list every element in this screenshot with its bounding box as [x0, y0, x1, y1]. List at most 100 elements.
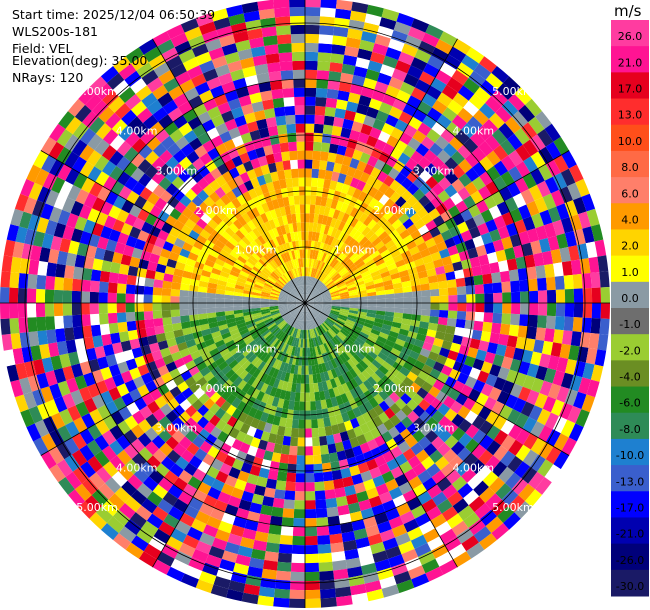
radar-gate-cell — [546, 289, 557, 303]
radar-gate-cell — [374, 240, 385, 251]
radar-gate-cell — [305, 446, 313, 456]
radar-gate-cell — [581, 317, 592, 333]
radar-gate-cell — [216, 567, 233, 581]
radar-gate-cell — [305, 311, 308, 321]
radar-gate-cell — [305, 383, 310, 393]
radar-gate-cell — [216, 315, 226, 322]
radar-gate-cell — [411, 201, 424, 213]
radar-gate-cell — [193, 240, 204, 251]
radar-gate-cell — [251, 356, 260, 366]
radar-gate-cell — [515, 444, 531, 462]
radar-gate-cell — [464, 238, 476, 251]
radar-gate-cell — [190, 350, 202, 360]
radar-gate-cell — [229, 328, 240, 336]
radar-gate-cell — [313, 304, 323, 308]
radar-gate-cell — [53, 222, 67, 238]
radar-gate-cell — [254, 263, 264, 272]
radar-gate-cell — [395, 224, 407, 235]
radar-gate-cell — [425, 404, 438, 417]
radar-gate-cell — [493, 430, 509, 446]
radar-gate-cell — [171, 429, 185, 443]
radar-gate-cell — [8, 303, 19, 319]
radar-gate-cell — [326, 281, 336, 289]
radar-gate-cell — [280, 264, 288, 273]
radar-gate-cell — [296, 303, 305, 306]
radar-gate-cell — [225, 226, 236, 237]
radar-gate-cell — [359, 422, 371, 435]
radar-gate-cell — [414, 542, 432, 557]
radar-gate-cell — [126, 401, 140, 416]
radar-gate-cell — [388, 38, 405, 52]
radar-gate-cell — [0, 271, 11, 288]
radar-gate-cell — [197, 308, 207, 315]
radar-gate-cell — [305, 419, 312, 429]
radar-gate-cell — [71, 449, 88, 467]
range-ring-label: 1.00km — [235, 343, 277, 356]
range-ring-label: 3.00km — [413, 164, 455, 177]
radar-gate-cell — [331, 348, 340, 358]
radar-gate-cell — [140, 129, 155, 145]
radar-gate-cell — [197, 286, 208, 293]
radar-gate-cell — [288, 345, 294, 355]
radar-gate-cell — [340, 393, 349, 404]
radar-gate-cell — [12, 241, 25, 259]
radar-gate-cell — [351, 1, 369, 14]
radar-gate-cell — [367, 350, 378, 360]
radar-gate-cell — [417, 469, 432, 484]
radar-gate-cell — [335, 586, 352, 598]
radar-gate-cell — [420, 315, 430, 323]
radar-gate-cell — [360, 270, 371, 278]
radar-gate-cell — [407, 65, 424, 80]
radar-gate-cell — [311, 319, 316, 329]
radar-gate-cell — [374, 317, 384, 324]
radar-gate-cell — [286, 382, 293, 392]
radar-gate-cell — [317, 382, 324, 392]
radar-gate-cell — [429, 309, 440, 318]
radar-gate-cell — [520, 189, 535, 205]
radar-gate-cell — [363, 215, 373, 227]
radar-gate-cell — [100, 225, 113, 240]
radar-gate-cell — [127, 329, 139, 341]
radar-gate-cell — [19, 211, 32, 229]
radar-gate-cell — [285, 251, 292, 262]
radar-gate-cell — [354, 209, 364, 221]
radar-gate-cell — [321, 381, 329, 391]
radar-gate-cell — [323, 206, 331, 217]
radar-gate-cell — [347, 314, 357, 320]
radar-gate-cell — [217, 279, 227, 287]
radar-gate-cell — [243, 434, 254, 446]
radar-gate-cell — [213, 576, 231, 589]
radar-gate-cell — [62, 225, 75, 241]
radar-gate-cell — [285, 315, 293, 322]
radar-gate-cell — [539, 353, 551, 368]
radar-gate-cell — [410, 534, 428, 549]
radar-gate-cell — [291, 318, 297, 327]
radar-gate-cell — [535, 477, 552, 495]
radar-gate-cell — [219, 34, 236, 48]
radar-gate-cell — [559, 186, 573, 204]
radar-gate-cell — [454, 326, 465, 337]
radar-gate-cell — [434, 456, 450, 471]
radar-gate-cell — [311, 309, 319, 316]
radar-gate-cell — [448, 368, 461, 381]
radar-gate-cell — [329, 533, 343, 544]
radar-gate-cell — [136, 528, 154, 544]
radar-gate-cell — [210, 8, 229, 22]
radar-gate-cell — [279, 142, 290, 153]
radar-gate-cell — [330, 311, 340, 316]
radar-gate-cell — [377, 25, 394, 39]
radar-gate-cell — [225, 339, 236, 348]
radar-gate-cell — [335, 181, 344, 193]
radar-gate-cell — [327, 370, 334, 380]
radar-gate-cell — [313, 472, 324, 483]
radar-gate-cell — [438, 415, 452, 430]
radar-gate-cell — [198, 21, 217, 35]
radar-gate-cell — [238, 357, 248, 367]
radar-gate-cell — [290, 159, 298, 170]
radar-gate-cell — [305, 276, 308, 286]
radar-gate-cell — [225, 369, 236, 380]
radar-gate-cell — [305, 562, 320, 573]
radar-gate-cell — [228, 427, 240, 439]
radar-gate-cell — [336, 240, 345, 251]
radar-gate-cell — [425, 429, 439, 443]
